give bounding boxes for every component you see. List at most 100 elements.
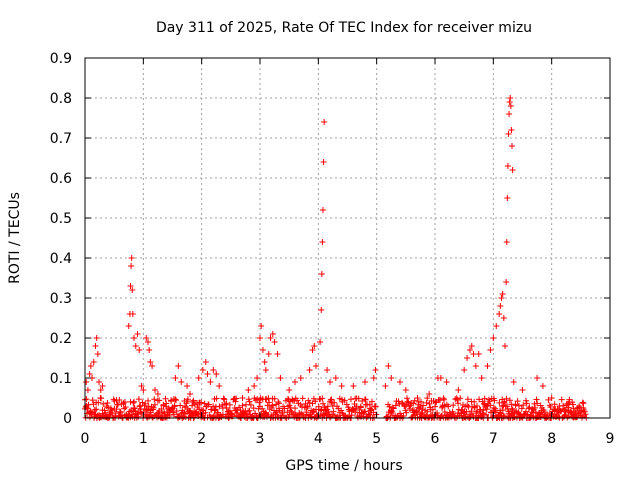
data-point bbox=[216, 403, 223, 410]
data-point bbox=[121, 405, 128, 412]
data-point bbox=[207, 379, 214, 385]
data-point bbox=[219, 402, 226, 409]
data-point bbox=[498, 295, 505, 301]
data-point bbox=[394, 414, 401, 421]
data-point bbox=[372, 403, 379, 410]
data-point bbox=[476, 396, 483, 403]
data-point bbox=[418, 398, 424, 405]
data-point bbox=[328, 396, 335, 403]
data-point bbox=[138, 383, 145, 389]
data-point bbox=[491, 397, 498, 404]
data-point bbox=[414, 395, 421, 401]
data-point bbox=[250, 405, 257, 412]
data-point bbox=[287, 407, 294, 414]
data-point bbox=[509, 167, 516, 173]
data-point bbox=[512, 401, 519, 408]
data-point bbox=[523, 400, 530, 407]
data-point bbox=[362, 408, 368, 415]
x-tick-label: 9 bbox=[606, 431, 615, 447]
data-point bbox=[362, 379, 368, 385]
data-point bbox=[202, 359, 209, 365]
data-point bbox=[493, 323, 500, 329]
data-point bbox=[331, 399, 338, 406]
data-point bbox=[565, 404, 572, 411]
data-point bbox=[146, 347, 153, 353]
data-point bbox=[490, 404, 497, 411]
data-point bbox=[327, 379, 333, 385]
data-point bbox=[94, 351, 101, 357]
data-point bbox=[313, 363, 319, 369]
data-point bbox=[95, 399, 102, 406]
data-point bbox=[195, 375, 202, 381]
data-point bbox=[395, 398, 402, 405]
data-point bbox=[246, 398, 253, 405]
data-point bbox=[103, 403, 110, 410]
data-point bbox=[534, 400, 541, 407]
x-tick-label: 4 bbox=[314, 431, 323, 447]
data-point bbox=[519, 387, 526, 393]
data-point bbox=[548, 395, 555, 401]
data-point bbox=[505, 131, 512, 137]
data-point bbox=[475, 351, 482, 357]
data-point bbox=[372, 367, 379, 373]
data-point bbox=[487, 347, 494, 353]
data-point bbox=[131, 398, 137, 405]
data-point bbox=[301, 414, 308, 421]
data-point bbox=[329, 411, 336, 418]
data-point bbox=[187, 391, 193, 397]
data-point bbox=[472, 363, 479, 369]
data-point bbox=[558, 396, 565, 403]
data-point bbox=[480, 407, 487, 414]
data-point bbox=[369, 398, 375, 405]
data-point bbox=[150, 404, 157, 411]
data-point bbox=[468, 408, 475, 415]
data-point bbox=[89, 397, 96, 404]
data-point bbox=[292, 379, 298, 385]
data-point bbox=[151, 396, 158, 403]
data-point bbox=[259, 347, 266, 353]
data-point bbox=[105, 404, 112, 411]
data-point bbox=[492, 405, 499, 412]
data-point bbox=[83, 379, 90, 385]
data-point bbox=[533, 396, 540, 403]
data-point bbox=[483, 411, 490, 418]
data-point bbox=[210, 403, 217, 410]
data-point bbox=[87, 363, 94, 369]
data-point bbox=[134, 331, 141, 337]
data-point bbox=[518, 405, 525, 412]
data-point bbox=[298, 410, 305, 417]
data-point bbox=[294, 397, 301, 404]
data-point bbox=[190, 397, 197, 404]
data-point bbox=[490, 335, 497, 341]
data-point bbox=[525, 405, 532, 412]
data-point bbox=[321, 119, 328, 125]
data-point bbox=[199, 367, 206, 373]
data-point bbox=[131, 335, 137, 341]
data-point bbox=[211, 407, 218, 414]
data-point bbox=[504, 163, 511, 169]
data-point bbox=[233, 412, 240, 419]
y-axis-title: ROTI / TECUs bbox=[7, 192, 23, 284]
x-tick-label: 7 bbox=[489, 431, 498, 447]
data-point bbox=[503, 395, 510, 402]
data-point bbox=[341, 397, 348, 404]
data-point bbox=[175, 363, 182, 369]
data-point bbox=[233, 395, 240, 402]
data-point bbox=[319, 395, 326, 402]
data-point bbox=[149, 363, 156, 369]
data-point bbox=[247, 411, 254, 418]
data-point bbox=[226, 401, 233, 408]
data-point bbox=[93, 406, 100, 413]
data-point bbox=[463, 408, 470, 415]
data-point bbox=[212, 406, 219, 413]
data-point bbox=[239, 395, 246, 401]
data-point bbox=[506, 99, 513, 105]
data-point bbox=[507, 95, 514, 101]
data-point bbox=[392, 402, 399, 409]
data-point bbox=[545, 396, 552, 403]
x-tick-labels: 0 1 2 3 4 5 6 7 8 9 bbox=[81, 431, 615, 447]
y-tick-label: 0.9 bbox=[50, 51, 72, 67]
data-point bbox=[457, 395, 464, 402]
data-point bbox=[437, 375, 444, 381]
data-point bbox=[256, 399, 263, 406]
